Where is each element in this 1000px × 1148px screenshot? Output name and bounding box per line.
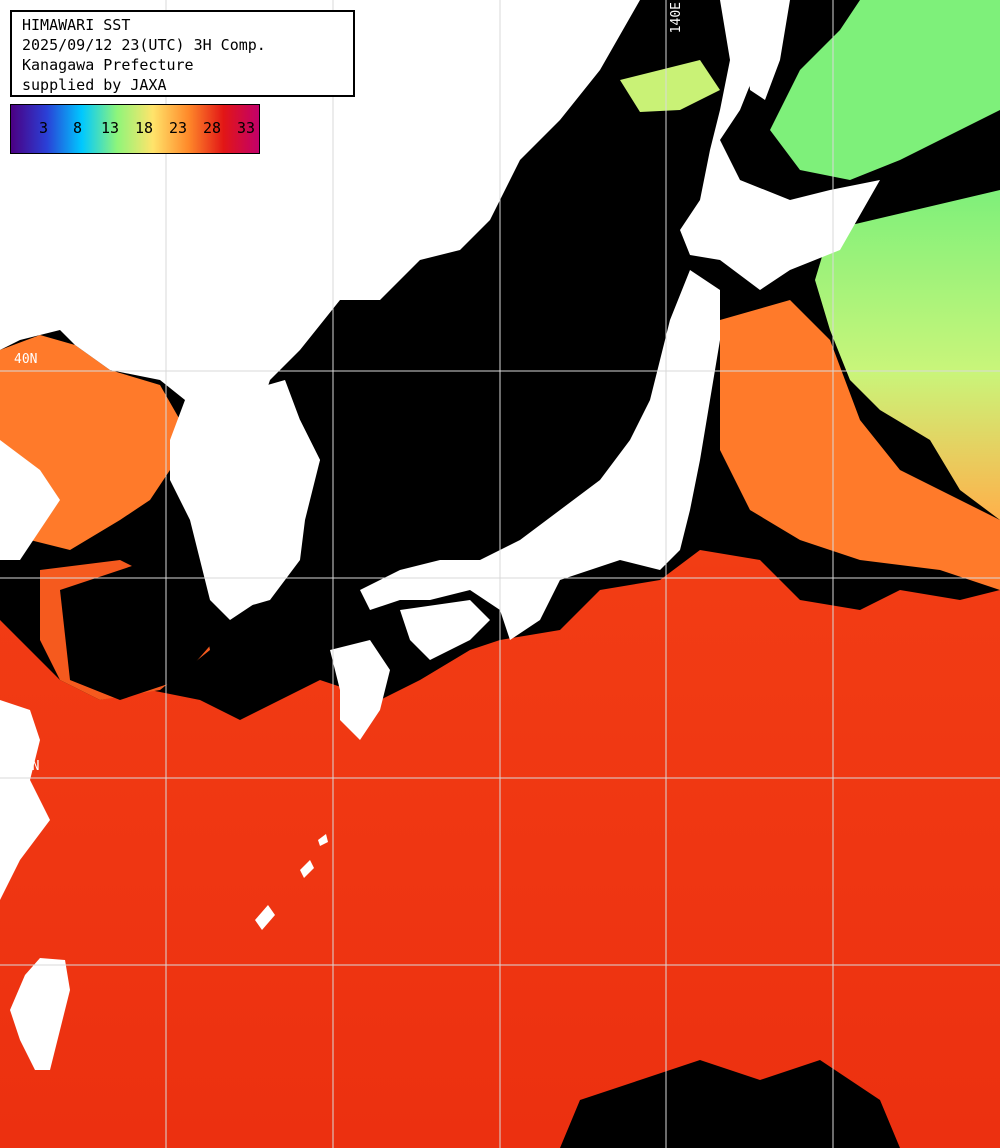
cloud-patch-south (560, 1060, 900, 1148)
legend-tick-label: 8 (73, 119, 83, 137)
color-scale-ticks: 3 8 13 18 23 28 33 (11, 105, 259, 153)
legend-tick-label: 33 (237, 119, 256, 137)
legend-tick-label: 23 (169, 119, 188, 137)
lat-label-40n: 40N (14, 352, 38, 367)
legend-tick-label: 13 (101, 119, 120, 137)
title-timestamp: 2025/09/12 23(UTC) 3H Comp. (22, 36, 266, 54)
legend-tick-label: 18 (135, 119, 154, 137)
cool-patch-north (620, 60, 720, 112)
lon-label-140e: 140E (669, 2, 684, 34)
land-island-north (400, 130, 425, 165)
land-hokkaido (680, 0, 880, 290)
title-region: Kanagawa Prefecture (22, 56, 194, 74)
cool-water-okhotsk (770, 0, 1000, 180)
cloud-patch-west (60, 560, 215, 700)
title-credit: supplied by JAXA (22, 76, 167, 94)
land-taiwan (10, 958, 70, 1070)
cool-water-northeast (815, 190, 1000, 520)
land-china-south (0, 700, 50, 900)
color-scale-legend: 3 8 13 18 23 28 33 (10, 104, 260, 154)
land-honshu (360, 270, 720, 640)
land-ryukyu-islands (255, 834, 328, 930)
warm-water-pacific-east (720, 300, 1000, 590)
color-scale-bar (11, 105, 259, 153)
land-china-coast (0, 440, 60, 560)
land-korea (205, 380, 320, 610)
land-sakhalin (740, 0, 790, 100)
land-shikoku (400, 600, 490, 660)
map-title-box: HIMAWARI SST 2025/09/12 23(UTC) 3H Comp.… (10, 10, 355, 97)
land-asia-mainland (0, 0, 640, 620)
legend-tick-label: 28 (203, 119, 222, 137)
title-product: HIMAWARI SST (22, 16, 131, 34)
land-kyushu (330, 640, 390, 740)
lat-label-30n: 30N (16, 759, 40, 774)
legend-tick-label: 3 (39, 119, 49, 137)
